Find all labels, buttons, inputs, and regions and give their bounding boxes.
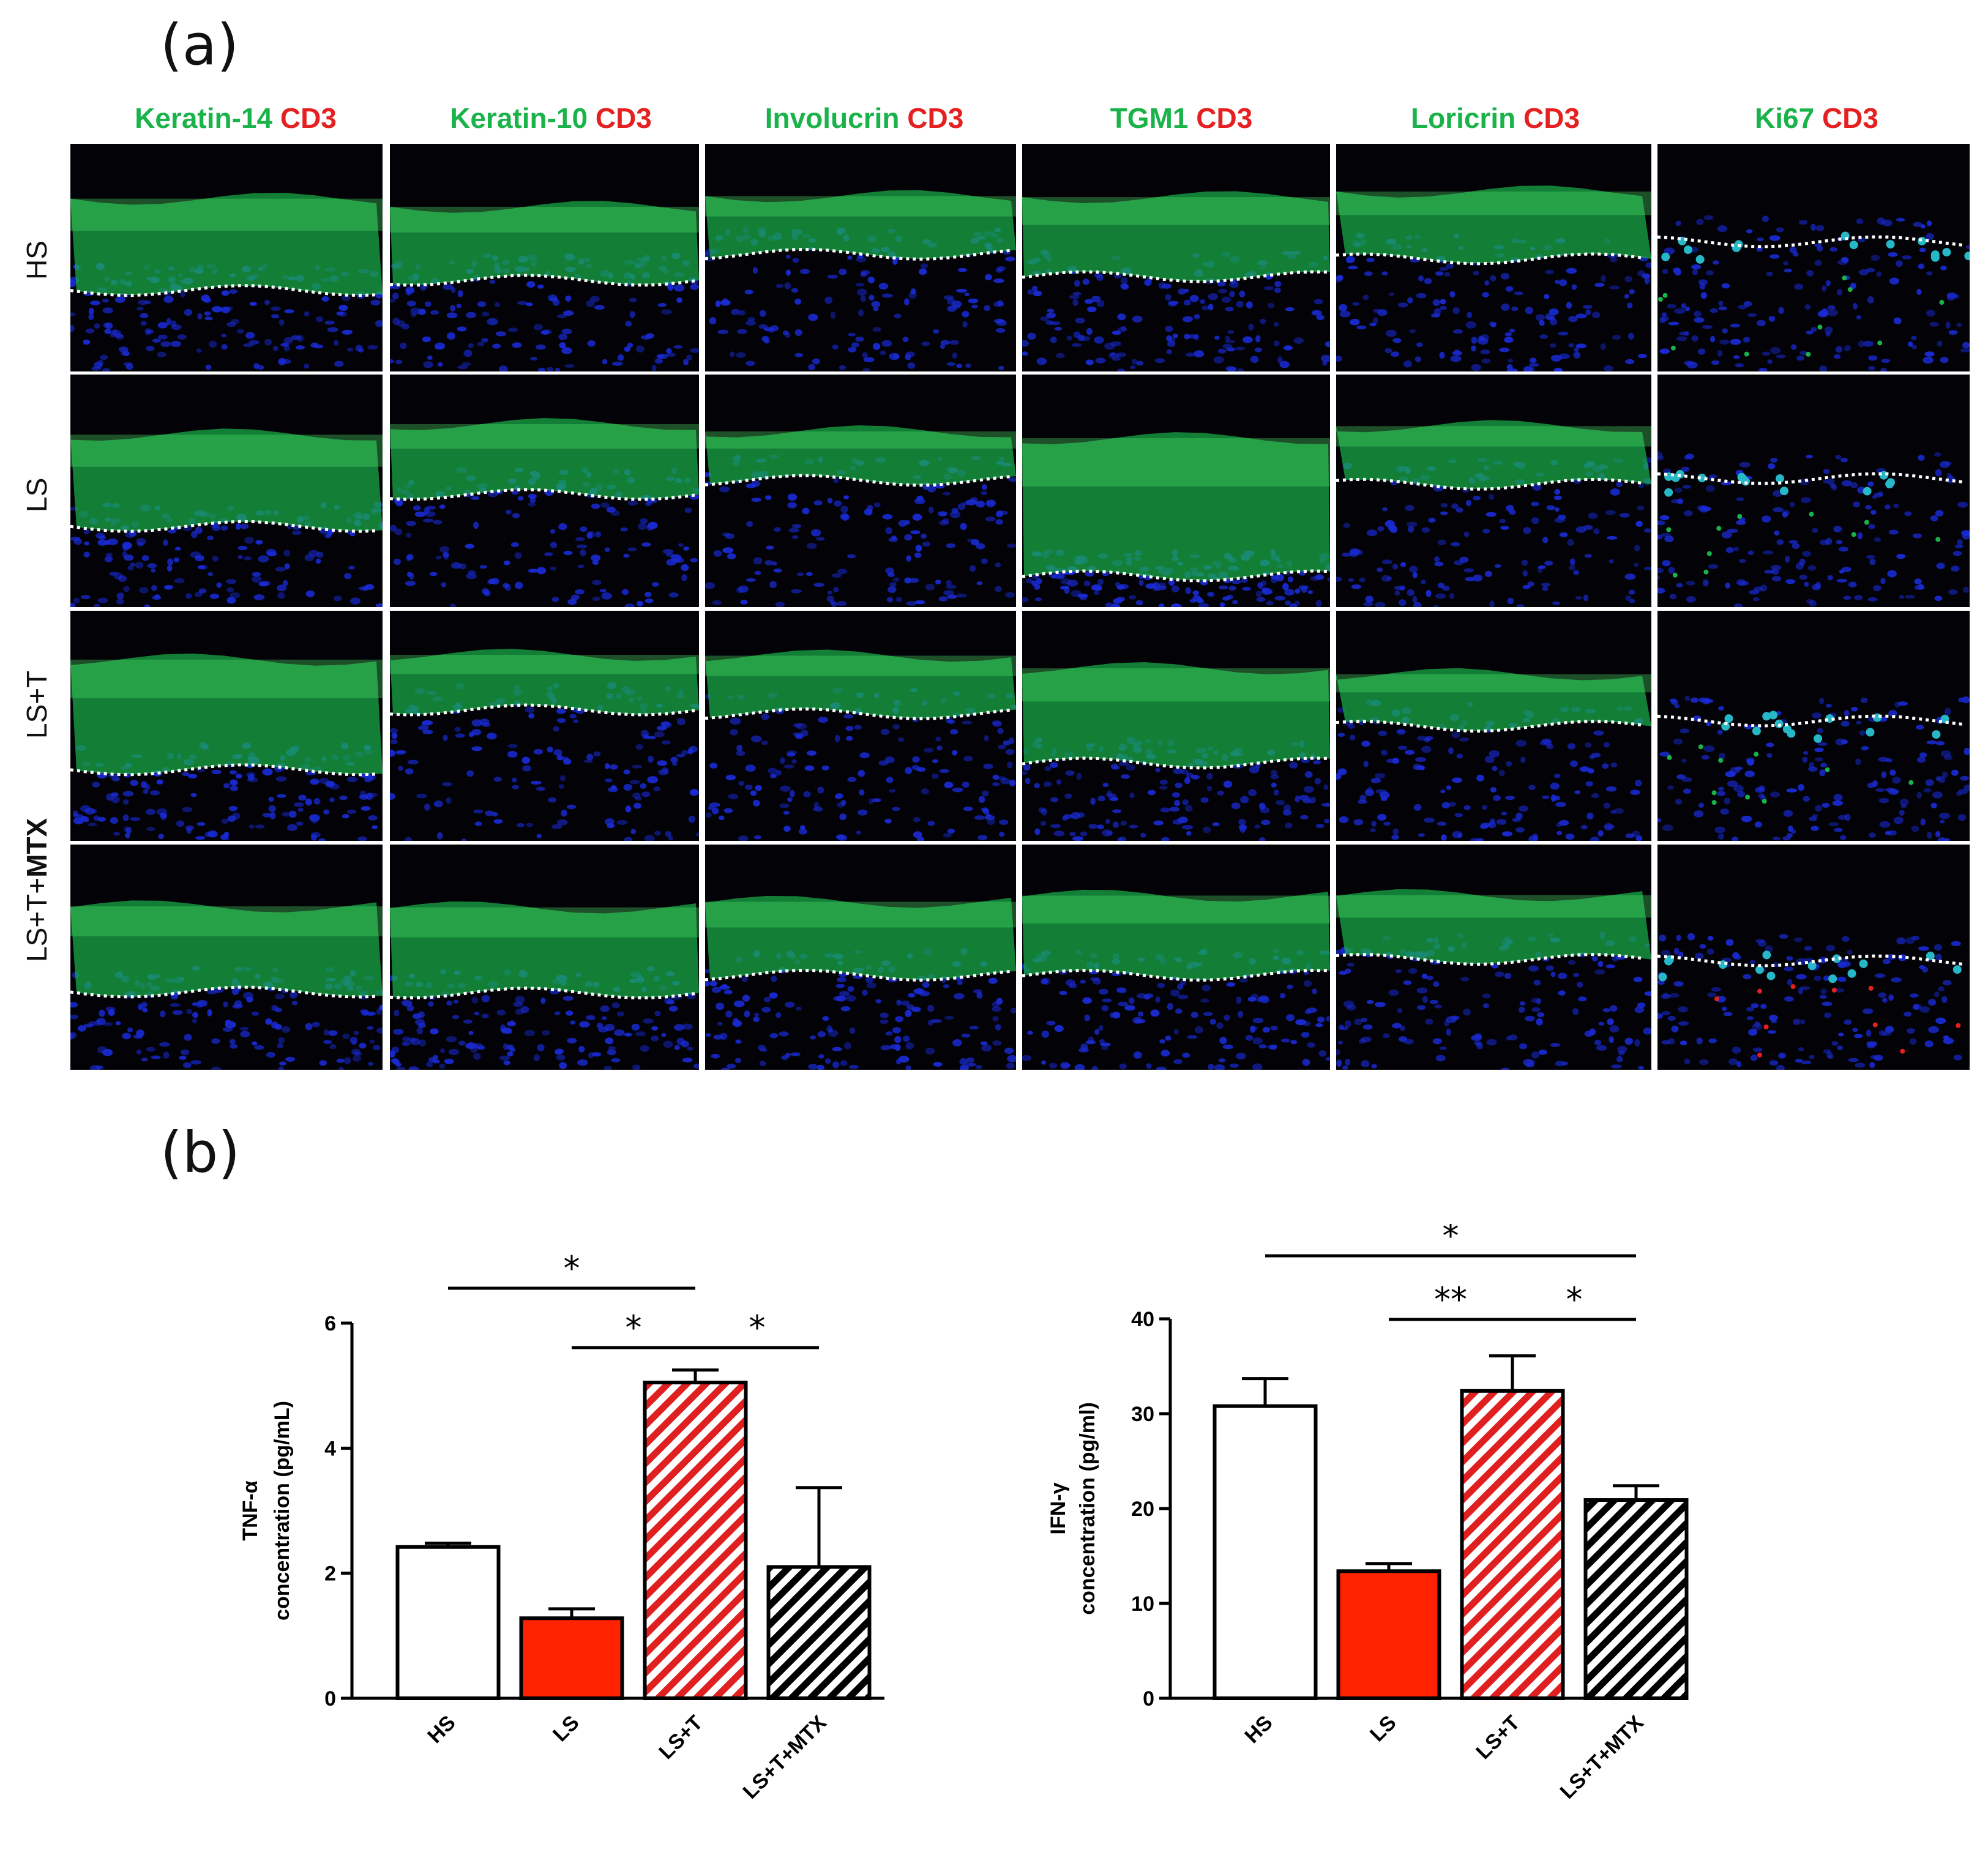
micrograph-ls-t-mtx-loricrin	[1336, 845, 1651, 1070]
micrograph-hs-tgm1	[1022, 144, 1330, 371]
y-axis-title-units: concentration (pg/ml)	[1076, 1402, 1099, 1615]
y-tick-label: 10	[1131, 1592, 1154, 1616]
micrograph-ls-keratin-14	[70, 375, 383, 607]
micrograph-ls-t-mtx-involucrin	[705, 845, 1016, 1070]
micrograph-hs-keratin-10	[390, 144, 699, 371]
micrograph-ls-t-ki67	[1657, 611, 1970, 841]
micrograph-ls-tgm1	[1022, 375, 1330, 607]
y-tick-label: 0	[1143, 1687, 1154, 1711]
y-tick-label: 0	[324, 1687, 336, 1711]
y-axis-title: TNF-α	[239, 1480, 262, 1540]
column-header-involucrin: Involucrin CD3	[764, 102, 964, 134]
micrograph-ls-t-loricrin	[1336, 611, 1651, 841]
x-tick-label: LS+T	[654, 1711, 707, 1764]
tnf-alpha-chart: 0 2 4 6 TNF-α concentration (pg/mL) HS LS LS+T LS…	[220, 1236, 912, 1854]
significance-star: **	[1434, 1280, 1467, 1319]
column-header-tgm1: TGM1 CD3	[1110, 102, 1253, 134]
column-header-keratin-10: Keratin-10 CD3	[450, 102, 652, 134]
x-tick-label: HS	[1240, 1711, 1277, 1748]
bar-hs	[1213, 1404, 1318, 1700]
x-tick-label: LS	[548, 1711, 584, 1747]
bar-ls-t-mtx	[766, 1565, 872, 1701]
micrograph-hs-loricrin	[1336, 144, 1651, 371]
significance-star: *	[1443, 1224, 1459, 1255]
ifn-gamma-chart-svg: 0 10 20 30 40 IFN-γ concentration (pg/ml) HS LS L…	[1047, 1224, 1689, 1804]
bar-ls-t	[1460, 1389, 1565, 1700]
micrograph-hs-keratin-14	[70, 144, 383, 371]
bar-ls-t	[643, 1381, 748, 1700]
micrograph-ls-t-tgm1	[1022, 611, 1330, 841]
micrograph-ls-t-keratin-14	[70, 611, 383, 841]
micrograph-ls-t-keratin-10	[390, 611, 699, 841]
y-tick-label: 6	[324, 1312, 336, 1335]
row-label-ls: LS	[21, 477, 53, 512]
micrograph-ls-involucrin	[705, 375, 1016, 607]
x-tick-label: LS+T+MTX	[1556, 1711, 1648, 1804]
row-label-ls-t: LS+T	[21, 670, 53, 739]
y-axis-title-units: concentration (pg/mL)	[271, 1401, 294, 1621]
y-tick-label: 2	[324, 1562, 336, 1586]
x-tick-label: HS	[423, 1711, 460, 1748]
micrograph-ls-loricrin	[1336, 375, 1651, 607]
micrograph-ls-t-mtx-ki67	[1657, 845, 1970, 1070]
micrograph-ls-ki67	[1657, 375, 1970, 607]
row-label-hs: HS	[21, 241, 53, 280]
y-tick-label: 30	[1131, 1403, 1154, 1426]
bar-hs	[395, 1545, 501, 1700]
micrograph-hs-ki67	[1657, 144, 1970, 371]
bar-ls	[1336, 1569, 1441, 1700]
significance-star: *	[564, 1249, 580, 1288]
micrograph-ls-t-mtx-tgm1	[1022, 845, 1330, 1070]
row-label-ls-t-mtx: LS+T+MTX	[21, 818, 53, 962]
micrograph-ls-t-mtx-keratin-10	[390, 845, 699, 1070]
micrograph-hs-involucrin	[705, 144, 1016, 371]
micrograph-ls-t-involucrin	[705, 611, 1016, 841]
panel-a-letter: (a)	[160, 12, 239, 78]
bar-ls-t-mtx	[1583, 1498, 1689, 1700]
y-axis-title: IFN-γ	[1047, 1482, 1070, 1534]
micrograph-ls-keratin-10	[390, 375, 699, 607]
bar-ls	[519, 1616, 624, 1701]
x-tick-label: LS+T+MTX	[739, 1711, 831, 1804]
significance-star: *	[749, 1308, 766, 1347]
column-header-loricrin: Loricrin CD3	[1410, 102, 1580, 134]
micrograph-ls-t-mtx-keratin-14	[70, 845, 383, 1070]
panel-b-letter: (b)	[160, 1120, 241, 1185]
x-tick-label: LS	[1366, 1711, 1401, 1747]
y-tick-label: 40	[1131, 1308, 1154, 1331]
column-header-keratin-14: Keratin-14 CD3	[135, 102, 337, 134]
y-tick-label: 20	[1131, 1498, 1154, 1521]
ifn-gamma-chart: 0 10 20 30 40 IFN-γ concentration (pg/ml) HS LS L…	[1010, 1224, 1702, 1854]
tnf-alpha-chart-svg: 0 2 4 6 TNF-α concentration (pg/mL) HS LS LS+T LS…	[239, 1249, 884, 1804]
x-tick-label: LS+T	[1471, 1711, 1524, 1764]
y-tick-label: 4	[324, 1437, 336, 1460]
significance-star: *	[1566, 1280, 1583, 1319]
column-header-ki67: Ki67 CD3	[1755, 102, 1878, 134]
significance-star: *	[626, 1308, 642, 1347]
